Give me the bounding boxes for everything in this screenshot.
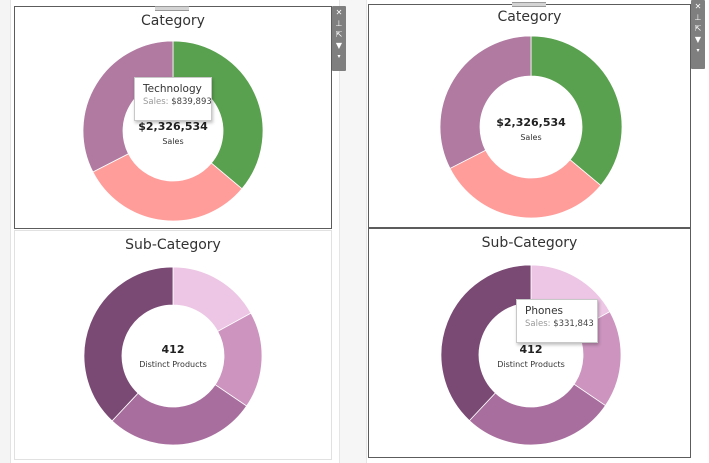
subcategory-center-value: 412 bbox=[519, 343, 543, 356]
floating-toolbar: ✕ ⊥ ⇱ ▼ ▾ bbox=[332, 6, 346, 71]
category-donut-svg[interactable] bbox=[440, 36, 622, 218]
right-subcategory-panel[interactable]: Sub-Category 412 Distinct Products Phone… bbox=[368, 228, 691, 458]
category-center-value: $2,326,534 bbox=[138, 120, 208, 133]
subcategory-center-caption: Distinct Products bbox=[497, 360, 565, 369]
donut-slice-sub-category-4[interactable] bbox=[441, 265, 532, 422]
subcategory-title: Sub-Category bbox=[481, 235, 578, 251]
dashboard-divider bbox=[339, 0, 367, 463]
subcategory-title: Sub-Category bbox=[125, 237, 221, 253]
subcategory-donut-svg[interactable] bbox=[84, 267, 262, 445]
donut-slice-technology[interactable] bbox=[530, 36, 622, 187]
donut-slice-furniture[interactable] bbox=[440, 36, 532, 169]
filter-icon[interactable]: ▼ bbox=[335, 41, 343, 50]
tooltip-value: $839,893 bbox=[171, 97, 212, 107]
close-icon[interactable]: ✕ bbox=[694, 2, 702, 11]
filter-icon[interactable]: ▼ bbox=[694, 35, 702, 44]
donut-slice-furniture[interactable] bbox=[83, 41, 174, 173]
category-donut[interactable]: $2,326,534 Sales bbox=[440, 36, 622, 218]
category-center-caption: Sales bbox=[162, 137, 184, 146]
category-center-caption: Sales bbox=[520, 133, 542, 142]
tooltip-key: Sales: bbox=[143, 97, 169, 107]
more-options-icon[interactable]: ▾ bbox=[337, 53, 341, 60]
popout-icon[interactable]: ⇱ bbox=[694, 24, 702, 33]
pin-icon[interactable]: ⊥ bbox=[335, 19, 343, 28]
subcategory-center-value: 412 bbox=[161, 343, 185, 356]
category-title: Category bbox=[141, 13, 205, 29]
left-subcategory-panel[interactable]: Sub-Category 412 Distinct Products bbox=[14, 230, 332, 460]
right-category-panel[interactable]: Category $2,326,534 Sales bbox=[368, 4, 691, 228]
donut-slice-office-supplies[interactable] bbox=[92, 153, 243, 221]
popout-icon[interactable]: ⇱ bbox=[335, 30, 343, 39]
left-category-panel[interactable]: Category $2,326,534 Sales Technology Sal… bbox=[14, 6, 332, 229]
drag-grip[interactable] bbox=[512, 2, 546, 7]
donut-slice-sub-category-4[interactable] bbox=[84, 267, 174, 422]
pin-icon[interactable]: ⊥ bbox=[694, 13, 702, 22]
subcategory-center-caption: Distinct Products bbox=[139, 360, 207, 369]
donut-slice-sub-category-3[interactable] bbox=[111, 384, 248, 445]
donut-slice-office-supplies[interactable] bbox=[449, 149, 602, 218]
subcategory-donut[interactable]: 412 Distinct Products bbox=[84, 267, 262, 445]
category-title: Category bbox=[497, 9, 562, 25]
subcategory-donut[interactable]: 412 Distinct Products bbox=[441, 265, 621, 445]
tooltip-row: Sales: $331,843 bbox=[525, 318, 594, 330]
close-icon[interactable]: ✕ bbox=[335, 8, 343, 17]
technology-tooltip: Technology Sales: $839,893 bbox=[134, 77, 212, 121]
phones-tooltip: Phones Sales: $331,843 bbox=[516, 299, 598, 343]
drag-grip[interactable] bbox=[155, 6, 189, 11]
category-center-value: $2,326,534 bbox=[496, 116, 566, 129]
tooltip-value: $331,843 bbox=[553, 319, 594, 329]
floating-toolbar: ✕ ⊥ ⇱ ▼ ▾ bbox=[691, 0, 705, 69]
donut-slice-sub-category-3[interactable] bbox=[468, 383, 606, 445]
tooltip-row: Sales: $839,893 bbox=[143, 96, 212, 108]
category-donut[interactable]: $2,326,534 Sales bbox=[83, 41, 263, 221]
more-options-icon[interactable]: ▾ bbox=[696, 47, 700, 54]
tooltip-key: Sales: bbox=[525, 319, 551, 329]
left-scroll-strip bbox=[0, 0, 11, 463]
tooltip-title: Phones bbox=[525, 305, 563, 317]
tooltip-title: Technology bbox=[143, 83, 202, 95]
